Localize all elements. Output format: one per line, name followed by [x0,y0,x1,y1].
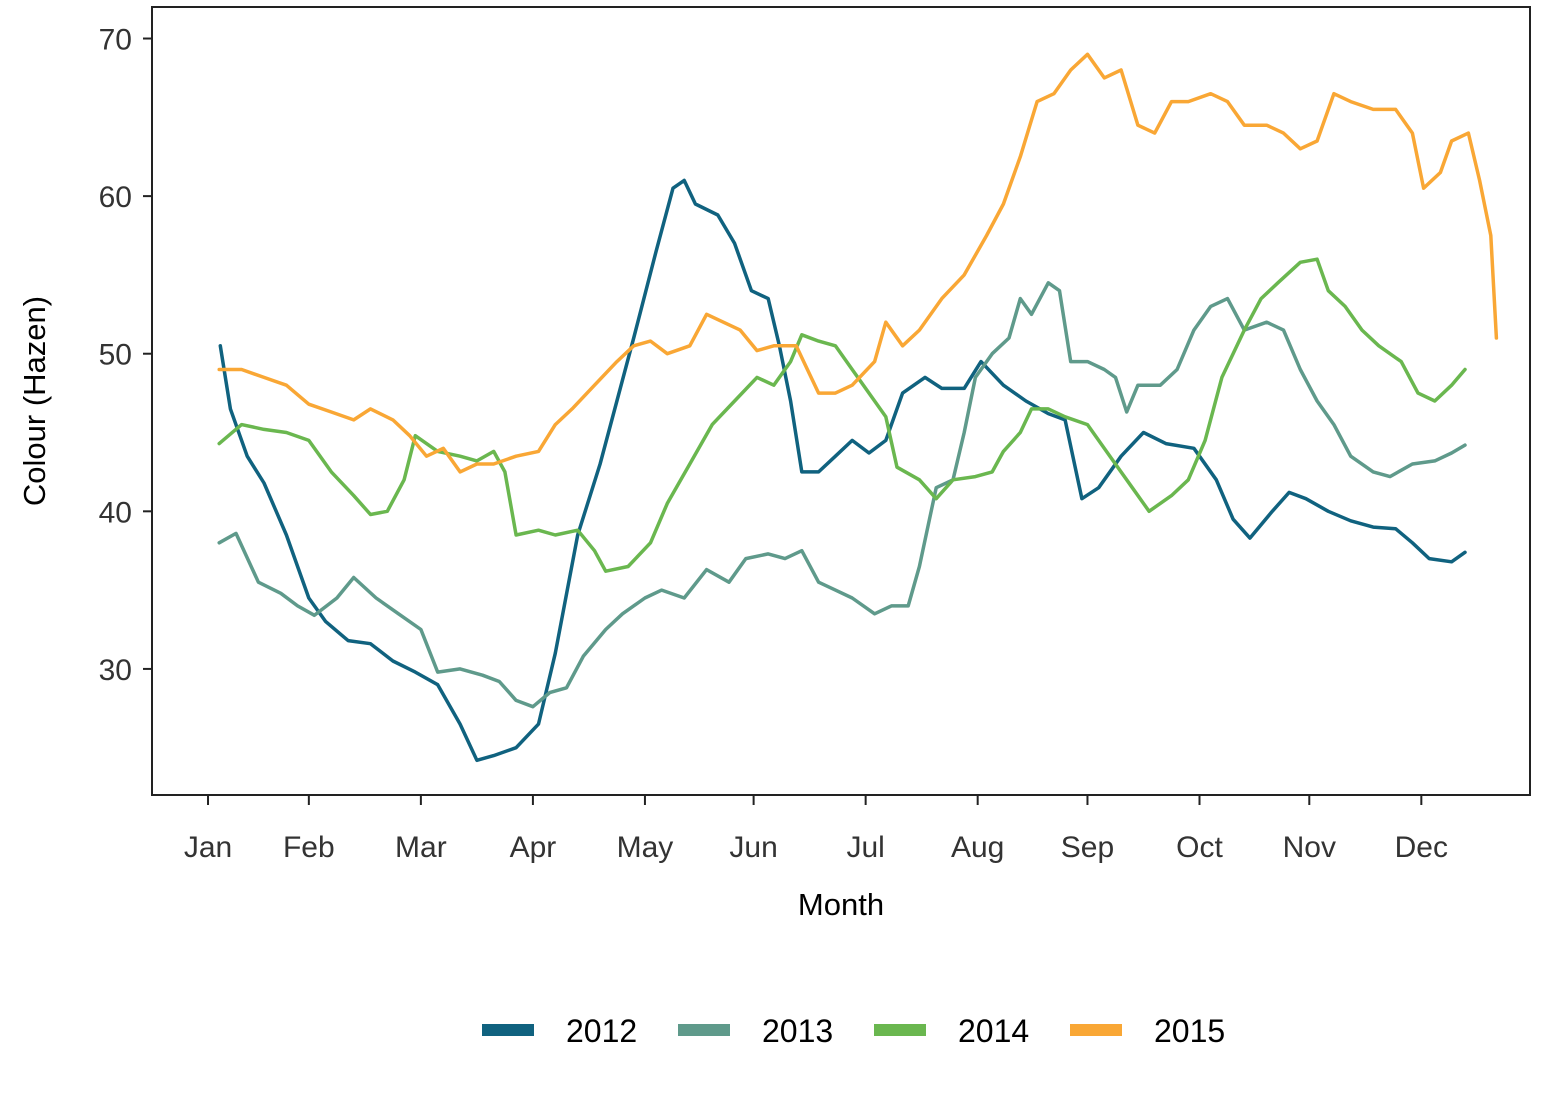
x-tick-label-sep: Sep [1061,831,1114,864]
plot-frame [151,6,1531,796]
x-axis: Jan Feb Mar Apr May Jun Jul Aug Sep Oct Nov Dec [184,795,1448,864]
x-tick-label-jun: Jun [729,831,777,864]
x-tick-label-jul: Jul [846,831,884,864]
legend: 2012 2013 2014 2015 [482,1013,1225,1049]
y-tick-label-50: 50 [99,339,132,372]
y-tick-label-30: 30 [99,654,132,687]
x-tick-label-dec: Dec [1395,831,1448,864]
legend-label-2013: 2013 [762,1013,833,1049]
x-tick-label-nov: Nov [1283,831,1336,864]
series-line-2013 [217,281,1467,709]
series-line-2014 [217,257,1467,573]
series-layer [217,52,1499,763]
legend-key-2012 [482,1024,534,1036]
y-tick-label-40: 40 [99,496,132,529]
y-tick-label-70: 70 [99,24,132,57]
x-tick-label-oct: Oct [1176,831,1223,864]
legend-key-2014 [874,1024,926,1036]
series-line-2012 [218,178,1467,763]
series-line-2015 [217,52,1499,474]
legend-key-2013 [678,1024,730,1036]
legend-key-2015 [1070,1024,1122,1036]
legend-label-2014: 2014 [958,1013,1029,1049]
y-axis: 30 40 50 60 70 [99,24,152,687]
x-tick-label-may: May [617,831,674,864]
legend-label-2012: 2012 [566,1013,637,1049]
x-tick-label-jan: Jan [184,831,232,864]
y-tick-label-60: 60 [99,181,132,214]
x-axis-title: Month [798,887,884,922]
y-axis-title: Colour (Hazen) [17,296,52,506]
x-tick-label-mar: Mar [395,831,447,864]
x-tick-label-apr: Apr [510,831,557,864]
x-tick-label-aug: Aug [951,831,1004,864]
legend-label-2015: 2015 [1154,1013,1225,1049]
x-tick-label-feb: Feb [283,831,335,864]
